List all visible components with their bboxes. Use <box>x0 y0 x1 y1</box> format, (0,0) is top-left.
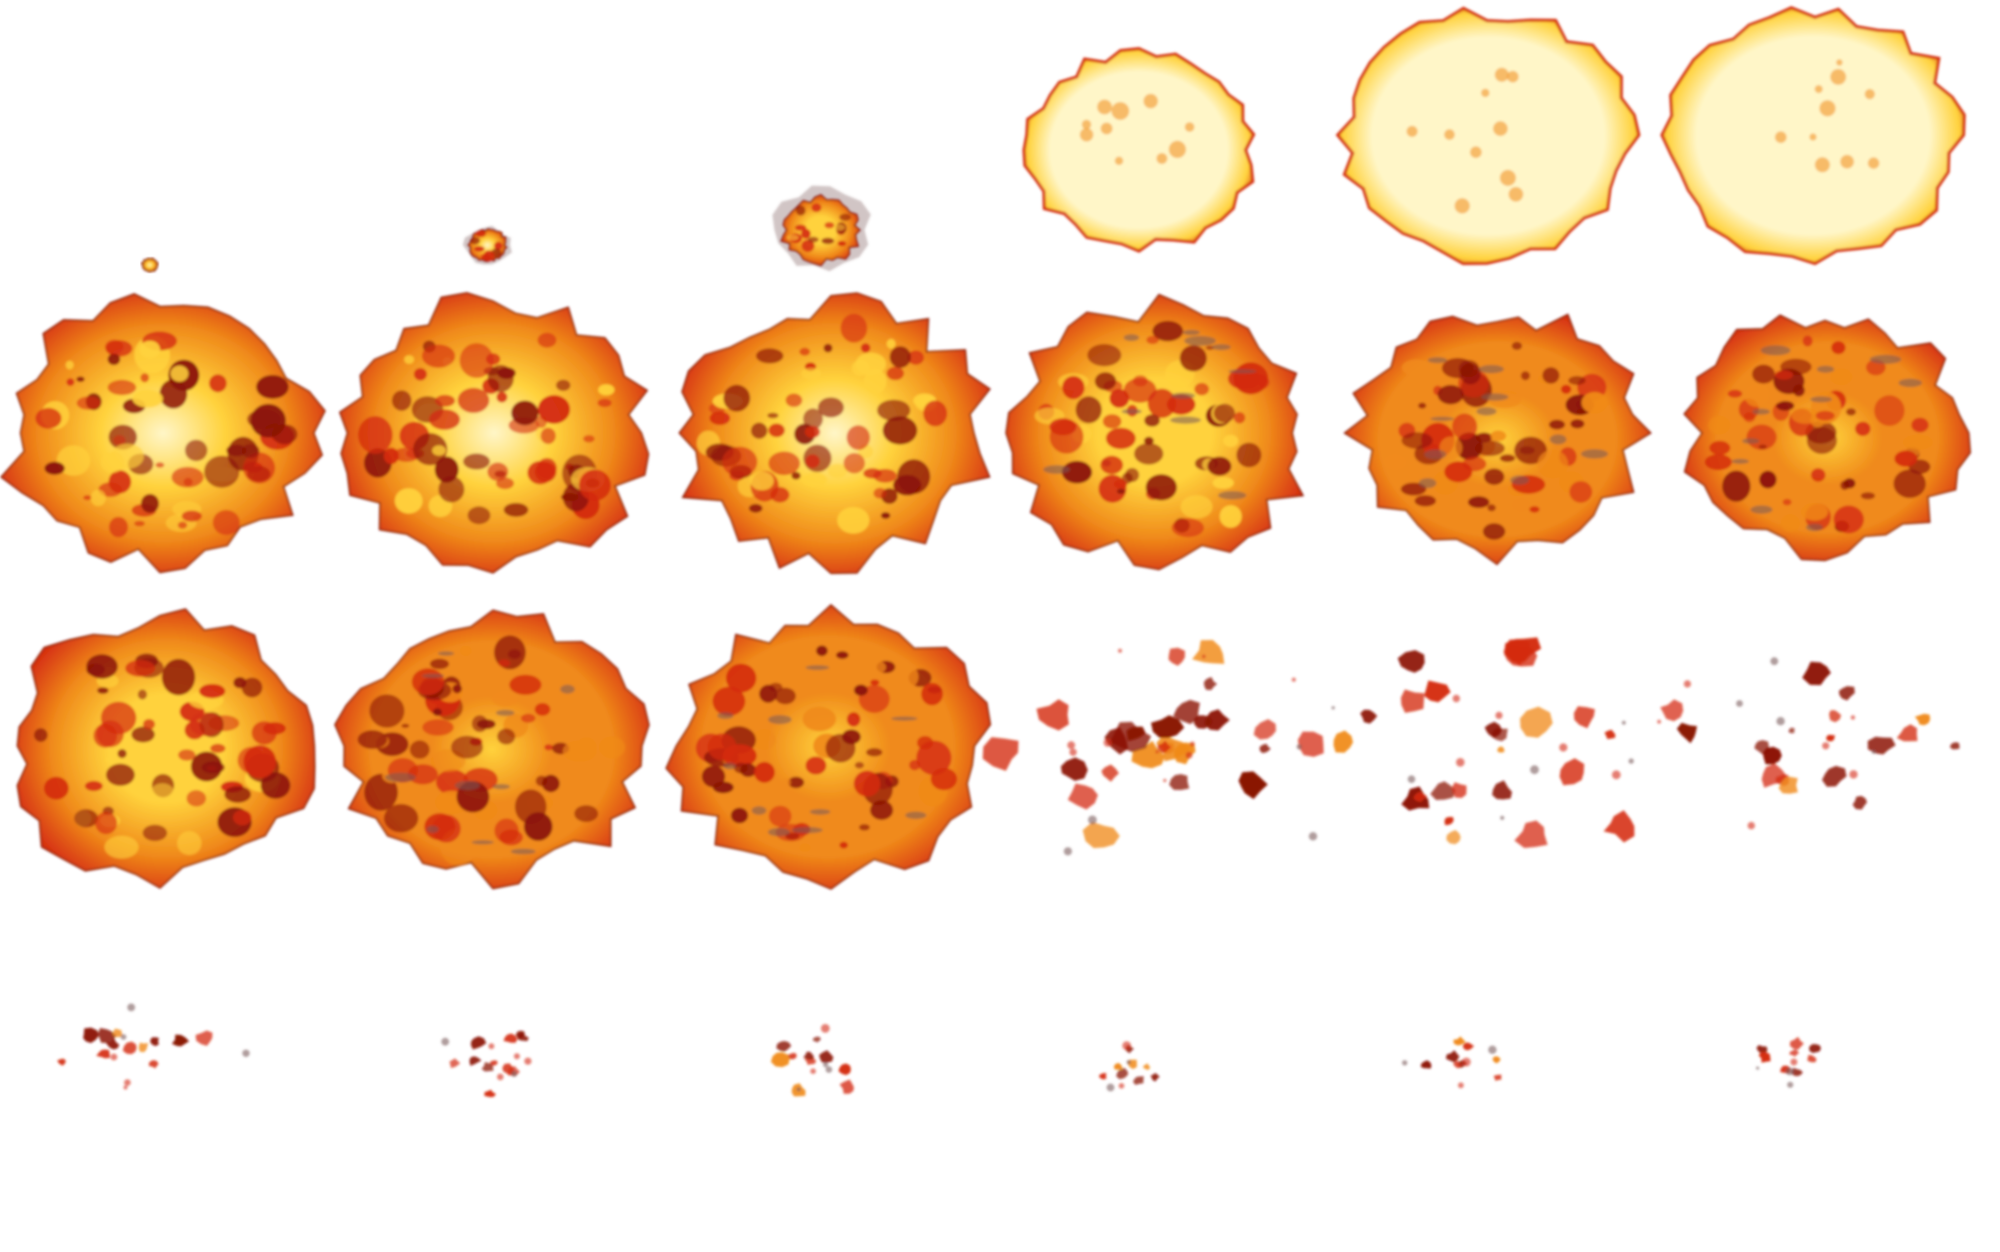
explosion-frame-graphic <box>1402 1036 1502 1089</box>
explosion-frame-graphic <box>1756 1036 1821 1088</box>
explosion-frame-10 <box>999 293 1332 626</box>
explosion-frame-graphic <box>665 603 992 890</box>
explosion-frame-graphic <box>1343 313 1652 566</box>
explosion-frame-graphic <box>1099 1041 1160 1092</box>
explosion-frame-graphic <box>770 1024 854 1097</box>
explosion-frame-graphic <box>0 293 326 574</box>
fireball-body <box>678 292 991 575</box>
explosion-frame-17 <box>1296 626 1684 939</box>
explosion-frame-14 <box>333 609 666 939</box>
explosion-frame-graphic <box>982 640 1324 856</box>
explosion-frame-8 <box>333 292 666 626</box>
explosion-frame-23 <box>1332 939 1665 1252</box>
explosion-frame-22 <box>999 939 1332 1252</box>
explosion-frame-12 <box>1665 313 1998 626</box>
explosion-frame-9 <box>666 292 999 626</box>
explosion-frame-graphic <box>1335 6 1641 266</box>
fireball-body <box>1022 47 1256 253</box>
explosion-frame-graphic <box>338 292 650 574</box>
fireball-body <box>16 608 316 889</box>
explosion-frame-4 <box>999 0 1332 313</box>
explosion-frame-3 <box>666 0 999 313</box>
fireball-body <box>1335 6 1641 266</box>
explosion-frame-graphic <box>441 1030 532 1098</box>
fireball-body <box>140 257 159 273</box>
explosion-frame-graphic <box>57 1003 250 1090</box>
explosion-frame-13 <box>0 608 333 939</box>
fireball-body <box>0 293 326 574</box>
explosion-frame-graphic <box>772 185 871 272</box>
explosion-frame-16 <box>982 626 1332 939</box>
explosion-frame-graphic <box>1005 293 1305 571</box>
explosion-frame-20 <box>333 939 666 1252</box>
fireball-body <box>1005 293 1305 571</box>
explosion-frame-graphic <box>140 257 159 273</box>
explosion-frame-7 <box>0 293 333 626</box>
explosion-frame-graphic <box>1676 657 1960 830</box>
explosion-frame-11 <box>1332 313 1665 626</box>
explosion-frame-6 <box>1660 0 1998 313</box>
explosion-frame-1 <box>0 0 333 313</box>
explosion-frame-graphic <box>1660 6 1966 266</box>
explosion-frame-graphic <box>1022 47 1256 253</box>
explosion-frame-5 <box>1332 0 1665 313</box>
explosion-frame-15 <box>665 603 999 939</box>
explosion-frame-graphic <box>334 609 650 890</box>
explosion-frame-18 <box>1665 626 1998 939</box>
explosion-frame-24 <box>1665 939 1998 1252</box>
explosion-frame-graphic <box>16 608 316 889</box>
explosion-frame-graphic <box>1683 314 1971 562</box>
explosion-frame-graphic <box>678 292 991 575</box>
explosion-frame-graphic <box>462 225 512 265</box>
explosion-frame-graphic <box>1296 637 1684 848</box>
explosion-frame-21 <box>666 939 999 1252</box>
explosion-frame-19 <box>0 939 333 1252</box>
explosion-frame-2 <box>333 0 666 313</box>
